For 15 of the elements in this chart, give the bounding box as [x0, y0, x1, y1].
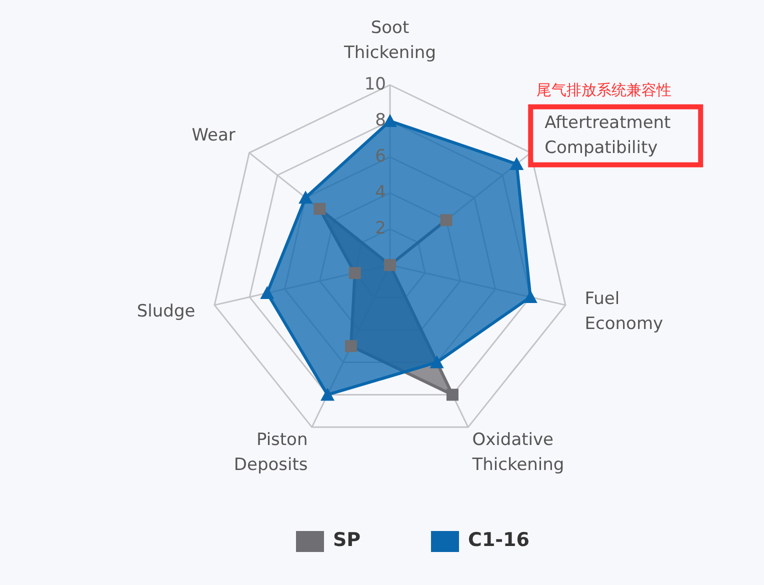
spoke-label: Piston Deposits [234, 430, 308, 475]
y-tick-label: 2 [375, 218, 386, 239]
spoke-label: Wear [192, 124, 236, 145]
y-tick-label: 8 [375, 110, 386, 131]
legend-label: SP [333, 529, 361, 552]
spoke-label: Sludge [136, 300, 196, 321]
text: 尾气排放系统兼容性 [536, 80, 672, 99]
y-tick-label: 10 [364, 74, 386, 95]
spoke-label: Fuel Economy [584, 288, 664, 334]
y-tick-label: 6 [375, 146, 386, 167]
spoke-label: Oxidative Thickening [471, 430, 564, 475]
y-tick-label: 4 [375, 182, 386, 203]
spoke-label: Soot Thickening [343, 18, 436, 63]
spoke-label: Aftertreatment Compatibility [544, 112, 672, 158]
legend-label: C1-16 [468, 529, 530, 552]
